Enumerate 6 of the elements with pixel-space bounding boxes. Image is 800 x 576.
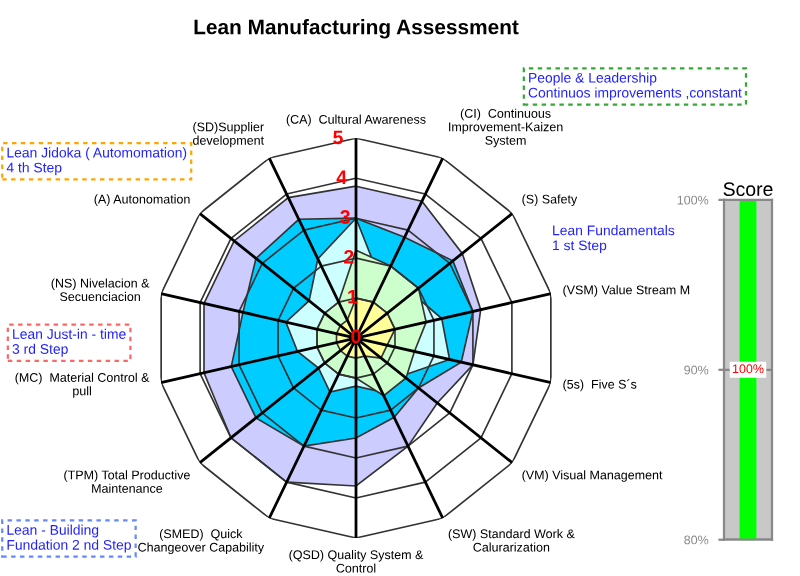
y-tick-label: 1 xyxy=(348,289,358,304)
y-tick-label: 0 xyxy=(351,329,361,344)
chart-title: Lean Manufacturing Assessment xyxy=(194,19,519,39)
chart-title: Score xyxy=(723,182,773,197)
y-tick-label: 4 xyxy=(336,170,347,184)
y-tick-label: 5 xyxy=(333,130,343,145)
